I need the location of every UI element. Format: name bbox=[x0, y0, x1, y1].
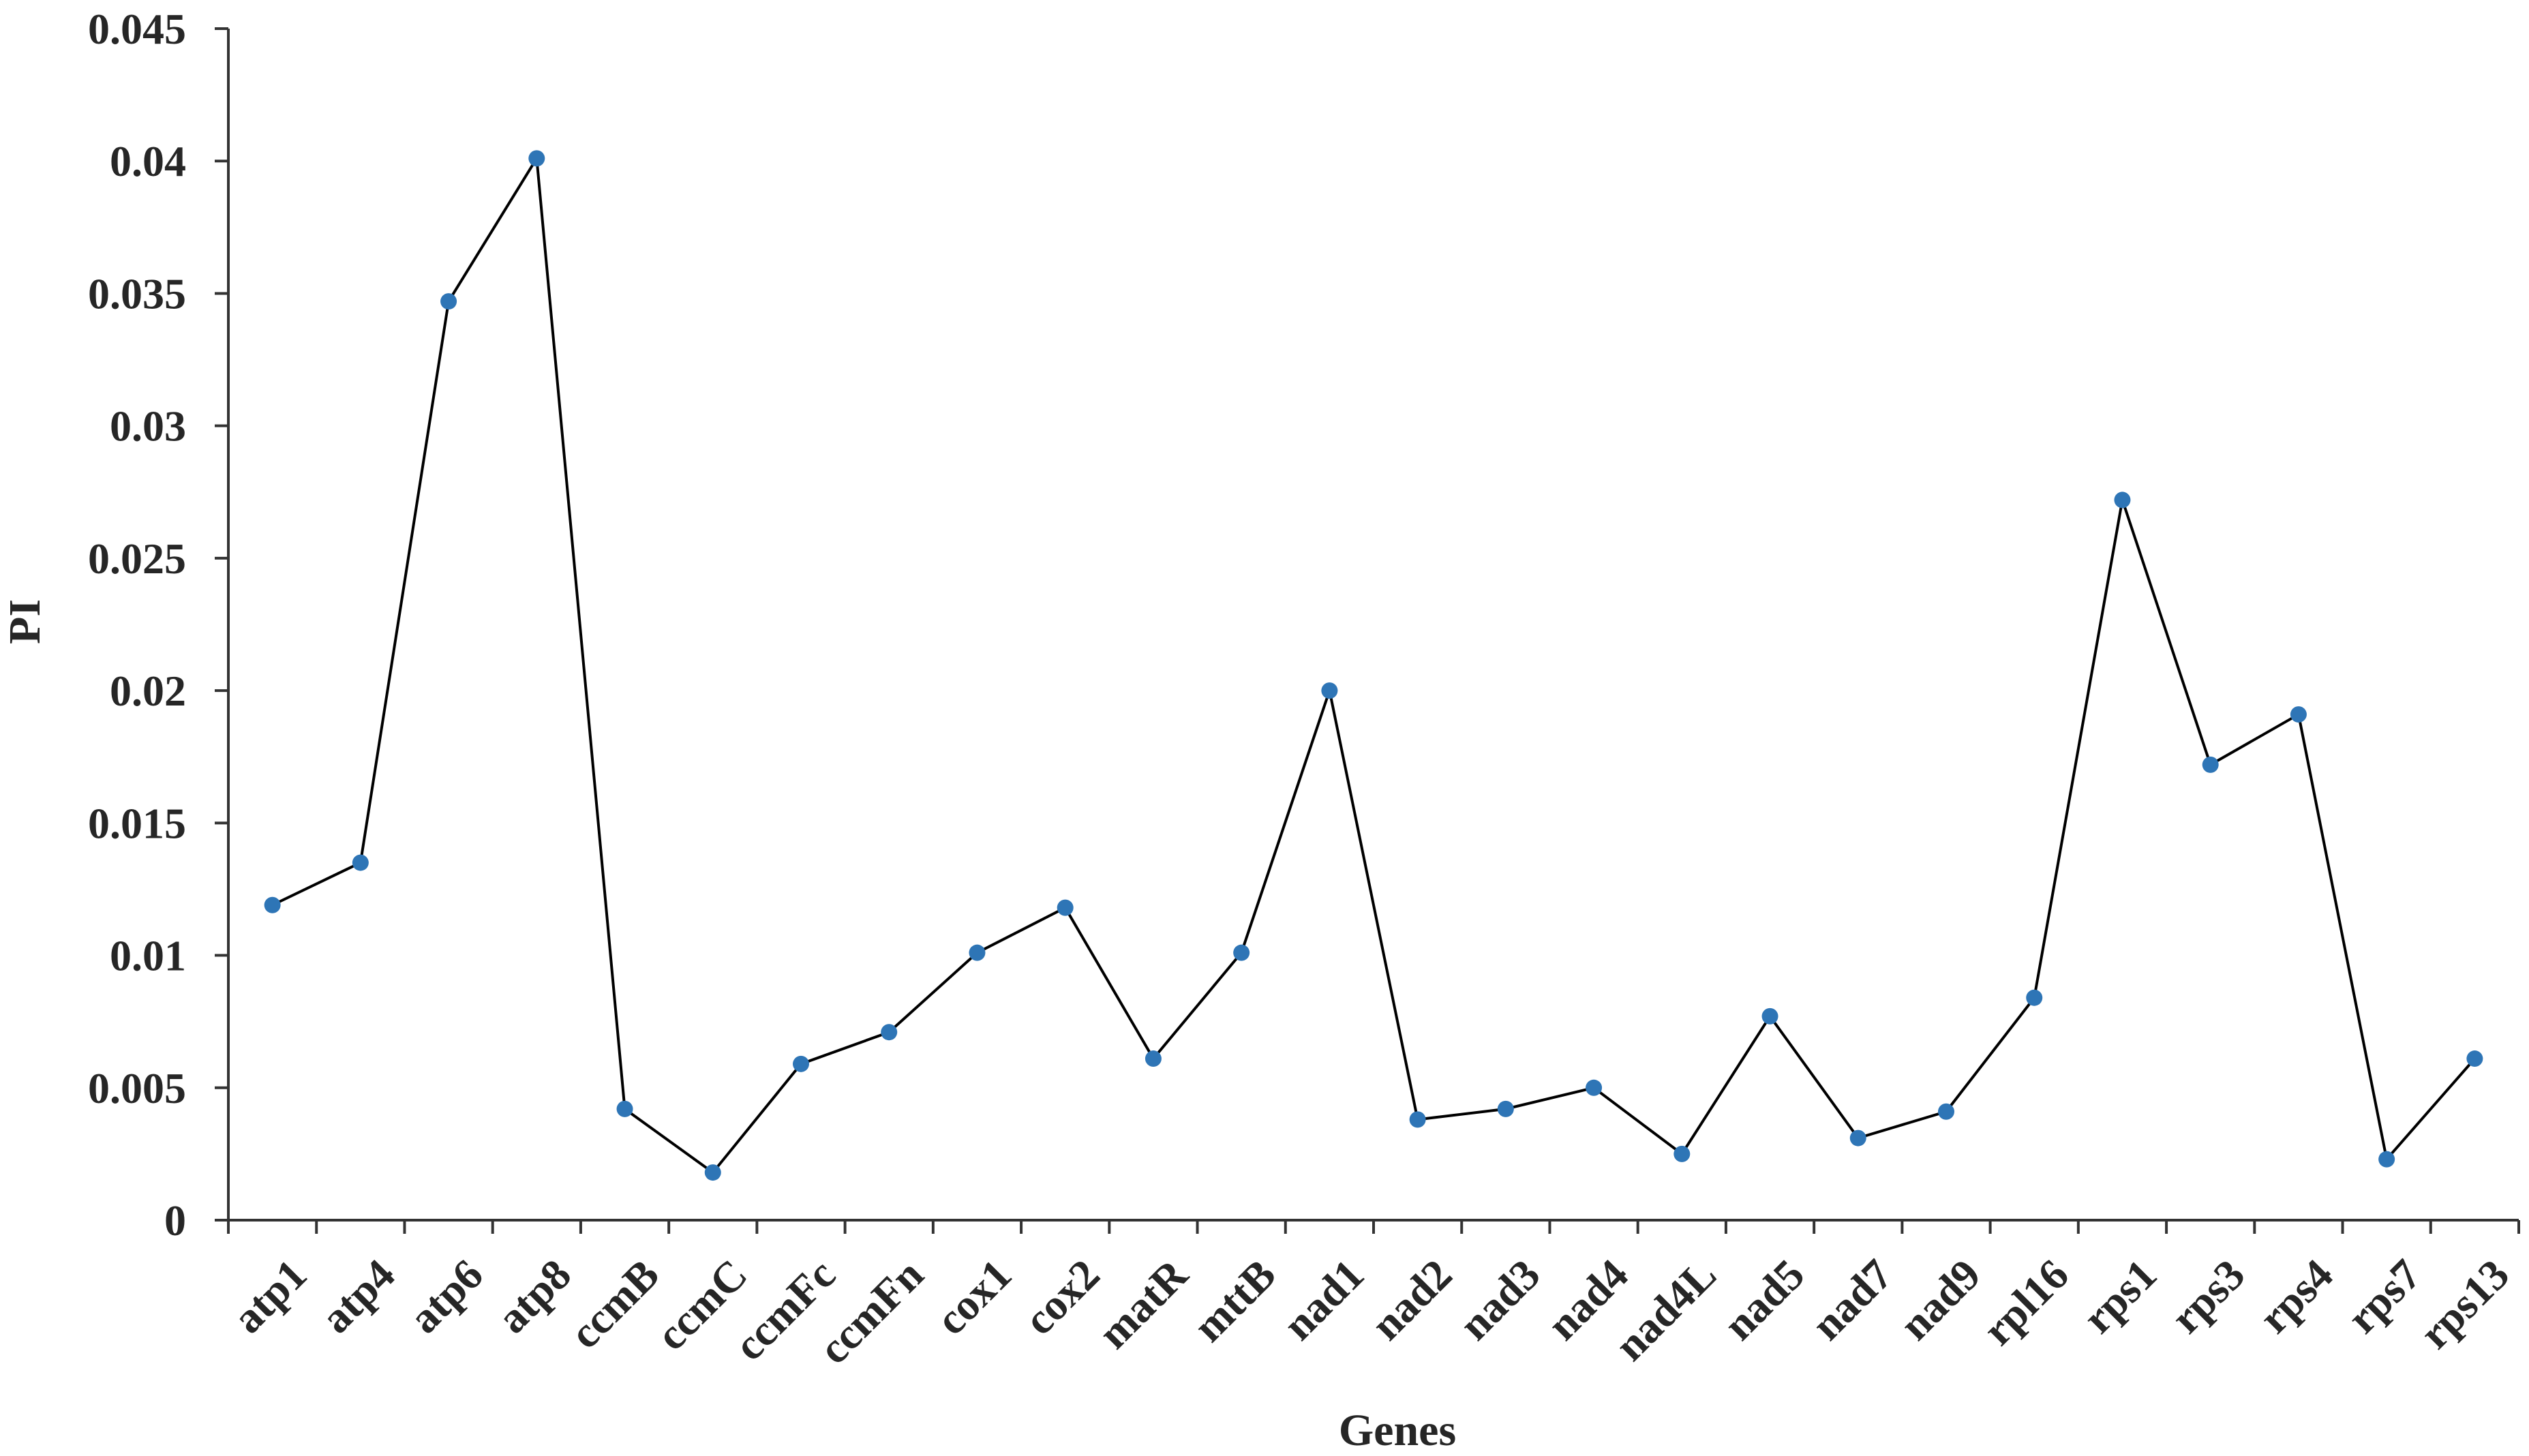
data-point bbox=[352, 854, 369, 871]
data-point bbox=[2026, 989, 2043, 1006]
data-point bbox=[1057, 899, 1074, 916]
data-point bbox=[1233, 944, 1250, 961]
data-point bbox=[1674, 1145, 1691, 1162]
data-point bbox=[1586, 1079, 1603, 1096]
data-point bbox=[881, 1024, 898, 1041]
x-tick-label: nad3 bbox=[1450, 1250, 1549, 1350]
data-point bbox=[1409, 1111, 1426, 1128]
data-point bbox=[2378, 1151, 2395, 1168]
x-tick-label: nad7 bbox=[1802, 1250, 1902, 1350]
data-point bbox=[528, 150, 545, 167]
data-point bbox=[616, 1100, 633, 1117]
data-point bbox=[1938, 1103, 1954, 1120]
series bbox=[264, 150, 2483, 1181]
x-tick-label: rps3 bbox=[2162, 1250, 2254, 1343]
x-tick-label: nad1 bbox=[1273, 1250, 1373, 1350]
data-point bbox=[1849, 1129, 1866, 1147]
x-tick-label: cox1 bbox=[926, 1250, 1020, 1344]
x-tick-label: rps13 bbox=[2410, 1250, 2518, 1358]
x-tick-label: atp4 bbox=[312, 1250, 404, 1343]
x-tick-label: atp1 bbox=[224, 1250, 316, 1343]
x-tick-label: nad5 bbox=[1714, 1250, 1814, 1350]
y-tick-label: 0.015 bbox=[88, 799, 186, 847]
data-point bbox=[2202, 756, 2219, 773]
y-tick-label: 0.04 bbox=[110, 137, 186, 185]
x-tick-label: nad2 bbox=[1362, 1250, 1462, 1350]
y-axis-title: PI bbox=[0, 599, 50, 644]
x-axis-title: Genes bbox=[1339, 1406, 1456, 1455]
x-tick-label: rpl16 bbox=[1973, 1250, 2078, 1354]
data-point bbox=[440, 293, 457, 310]
data-point bbox=[704, 1164, 721, 1181]
y-tick-label: 0.045 bbox=[88, 5, 186, 53]
data-point bbox=[1145, 1050, 1162, 1067]
y-tick-label: 0.01 bbox=[110, 932, 186, 980]
x-tick-label: nad9 bbox=[1890, 1250, 1990, 1350]
data-point bbox=[969, 944, 986, 961]
data-point bbox=[2114, 491, 2131, 509]
x-tick-label: atp6 bbox=[399, 1250, 492, 1343]
x-tick-label: mttB bbox=[1184, 1250, 1285, 1351]
x-tick-label: ccmB bbox=[560, 1250, 668, 1358]
x-tick-label: rps1 bbox=[2074, 1250, 2166, 1343]
y-tick-label: 0.035 bbox=[88, 269, 186, 318]
x-tick-label: matR bbox=[1089, 1249, 1197, 1358]
data-point bbox=[2466, 1050, 2483, 1067]
y-tick-label: 0 bbox=[164, 1196, 186, 1245]
y-tick-label: 0.03 bbox=[110, 402, 186, 451]
data-point bbox=[1321, 682, 1338, 699]
data-point bbox=[793, 1055, 809, 1072]
series-line bbox=[271, 154, 2476, 1174]
y-tick-label: 0.025 bbox=[88, 534, 186, 583]
y-axis: 0 0.005 0.01 0.015 0.02 0.025 0.03 0.035 0.04 0.0… bbox=[88, 5, 230, 1245]
x-tick-label: nad4L bbox=[1605, 1250, 1725, 1370]
data-point bbox=[2290, 706, 2307, 723]
x-tick-label: rps4 bbox=[2250, 1250, 2342, 1343]
y-tick-label: 0.02 bbox=[110, 667, 186, 715]
y-tick-label: 0.005 bbox=[88, 1064, 186, 1112]
x-axis: atp1atp4atp6atp8ccmBccmCccmFcccmFncox1co… bbox=[224, 1219, 2520, 1374]
data-point bbox=[1761, 1007, 1778, 1025]
data-point bbox=[264, 896, 281, 913]
data-point bbox=[1497, 1100, 1514, 1117]
